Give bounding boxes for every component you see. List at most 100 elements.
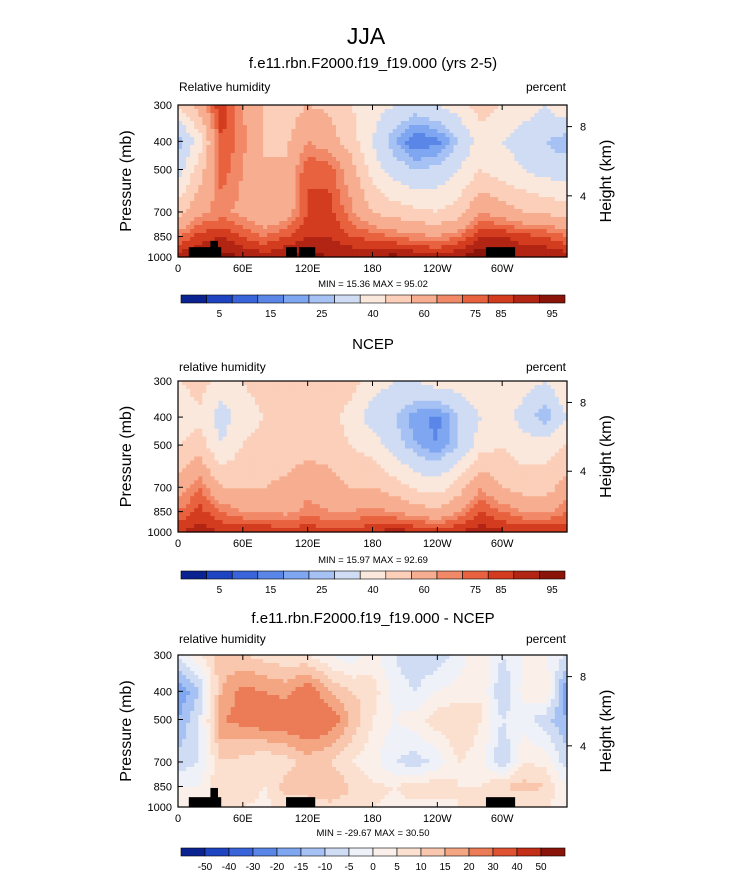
heatmap-cell — [190, 165, 195, 170]
heatmap-cell — [202, 137, 207, 142]
heatmap-cell — [206, 137, 212, 142]
heatmap-cell — [550, 396, 556, 402]
heatmap-cell — [441, 225, 447, 230]
heatmap-cell — [514, 133, 519, 138]
heatmap-cell — [473, 201, 479, 206]
heatmap-cell — [230, 416, 236, 422]
heatmap-cell — [250, 241, 256, 246]
heatmap-cell — [562, 125, 568, 130]
heatmap-cell — [481, 424, 487, 430]
heatmap-cell — [457, 145, 463, 150]
heatmap-cell — [461, 229, 467, 234]
heatmap-cell — [230, 177, 236, 182]
heatmap-cell — [202, 121, 207, 126]
heatmap-cell — [299, 169, 305, 174]
heatmap-cell — [348, 221, 353, 226]
heatmap-cell — [558, 197, 564, 202]
heatmap-cell — [364, 396, 370, 402]
heatmap-cell — [481, 253, 487, 258]
heatmap-cell — [226, 153, 232, 158]
heatmap-cell — [246, 209, 252, 214]
heatmap-cell — [242, 153, 248, 158]
heatmap-cell — [327, 241, 333, 246]
heatmap-cell — [510, 201, 515, 206]
heatmap-cell — [331, 245, 337, 250]
heatmap-cell — [352, 165, 357, 170]
heatmap-cell — [518, 197, 524, 202]
heatmap-cell — [226, 133, 232, 138]
heatmap-cell — [190, 149, 195, 154]
heatmap-cell — [469, 388, 475, 394]
heatmap-cell — [538, 400, 544, 406]
heatmap-cell — [473, 137, 479, 142]
heatmap-cell — [376, 149, 382, 154]
heatmap-cell — [485, 381, 491, 386]
heatmap-cell — [254, 221, 260, 226]
heatmap-cell — [445, 253, 451, 258]
heatmap-cell — [323, 241, 329, 246]
heatmap-cell — [408, 201, 414, 206]
heatmap-cell — [445, 420, 451, 426]
heatmap-cell — [352, 392, 357, 398]
y-tick-label: 400 — [154, 136, 172, 148]
heatmap-cell — [477, 121, 483, 126]
heatmap-cell — [336, 117, 341, 122]
heatmap-cell — [417, 161, 422, 166]
heatmap-cell — [319, 165, 325, 170]
heatmap-cell — [356, 245, 361, 250]
heatmap-cell — [546, 177, 552, 182]
heatmap-cell — [453, 113, 459, 118]
y-tick-label: 1000 — [148, 252, 172, 264]
heatmap-cell — [449, 388, 455, 394]
heatmap-cell — [392, 381, 398, 386]
heatmap-cell — [299, 165, 305, 170]
heatmap-cell — [206, 209, 212, 214]
heatmap-cell — [206, 400, 212, 406]
heatmap-cell — [344, 185, 349, 190]
heatmap-cell — [384, 109, 390, 114]
heatmap-cell — [364, 249, 370, 254]
heatmap-cell — [518, 153, 524, 158]
heatmap-cell — [514, 189, 519, 194]
heatmap-cell — [238, 428, 244, 434]
heatmap-cell — [372, 141, 378, 146]
heatmap-cell — [425, 145, 430, 150]
heatmap-cell — [352, 153, 357, 158]
heatmap-cell — [457, 201, 463, 206]
heatmap-cell — [194, 229, 199, 234]
heatmap-cell — [230, 125, 236, 130]
heatmap-cell — [502, 241, 507, 246]
heatmap-cell — [291, 416, 297, 422]
heatmap-cell — [526, 201, 532, 206]
heatmap-cell — [502, 420, 507, 426]
heatmap-cell — [287, 392, 293, 398]
heatmap-cell — [554, 165, 560, 170]
heatmap-cell — [534, 133, 540, 138]
heatmap-cell — [388, 229, 394, 234]
heatmap-cell — [526, 133, 532, 138]
heatmap-cell — [554, 149, 560, 154]
heatmap-cell — [538, 384, 544, 390]
heatmap-cell — [546, 153, 552, 158]
heatmap-cell — [206, 213, 212, 218]
heatmap-cell — [413, 165, 418, 170]
heatmap-cell — [360, 133, 365, 138]
heatmap-cell — [315, 133, 321, 138]
heatmap-cell — [182, 185, 187, 190]
heatmap-cell — [408, 141, 414, 146]
heatmap-cell — [538, 165, 544, 170]
heatmap-cell — [214, 432, 220, 438]
heatmap-cell — [457, 221, 463, 226]
heatmap-cell — [469, 225, 475, 230]
heatmap-cell — [311, 161, 317, 166]
heatmap-cell — [267, 249, 272, 254]
heatmap-cell — [356, 420, 361, 426]
heatmap-cell — [246, 416, 252, 422]
heatmap-cell — [542, 117, 548, 122]
heatmap-cell — [194, 181, 199, 186]
heatmap-cell — [186, 181, 191, 186]
heatmap-cell — [530, 241, 536, 246]
heatmap-cell — [271, 137, 276, 142]
heatmap-cell — [348, 428, 353, 434]
heatmap-cell — [453, 213, 459, 218]
